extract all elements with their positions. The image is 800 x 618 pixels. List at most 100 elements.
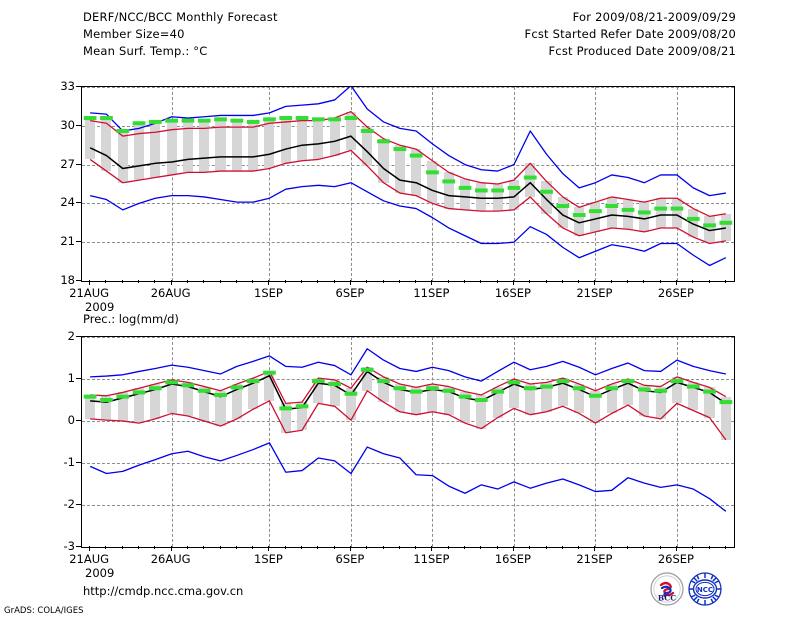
precipitation-spread-bar [199, 386, 210, 421]
website-url[interactable]: http://cmdp.ncc.cma.gov.cn [83, 584, 244, 598]
precipitation-gridline-v [595, 337, 597, 547]
precipitation-observed-marker [295, 404, 309, 409]
precipitation-observed-marker [116, 394, 130, 399]
temperature-spread-bar [182, 120, 193, 173]
temperature-spread-bar [688, 208, 699, 238]
precipitation-gridline-h [82, 379, 734, 380]
precipitation-spread-bar [117, 392, 128, 421]
precipitation-series-min [89, 442, 727, 512]
precipitation-x-tick [594, 546, 596, 551]
temperature-plot-panel [81, 86, 735, 282]
precipitation-x-tick-label: 21AUG [69, 552, 110, 566]
temperature-y-tick-label: 24 [60, 195, 75, 210]
precipitation-observed-marker [637, 387, 651, 392]
precipitation-spread-bar [411, 387, 422, 415]
precipitation-observed-marker [458, 394, 472, 399]
precipitation-y-tick [76, 546, 81, 547]
temperature-gridline-h [82, 203, 734, 205]
precipitation-x-tick [708, 546, 710, 549]
precipitation-x-tick [529, 546, 531, 549]
temperature-observed-marker [491, 188, 505, 193]
forecast-period-label: For 2009/08/21-2009/09/29 [572, 10, 736, 24]
temperature-x-tick [284, 280, 286, 283]
precipitation-x-tick [643, 546, 645, 549]
precipitation-observed-marker [703, 389, 716, 394]
svg-text:BCC: BCC [658, 594, 676, 603]
temperature-observed-marker [116, 128, 130, 133]
precipitation-spread-bar [264, 371, 275, 401]
precipitation-x-tick-label: 26SEP [657, 552, 694, 566]
temperature-gridline-h [82, 164, 734, 166]
temperature-spread-bar [508, 180, 519, 210]
precipitation-spread-bar [492, 386, 503, 418]
precipitation-observed-marker [654, 388, 668, 393]
precipitation-observed-marker [507, 380, 521, 385]
precipitation-gridline-h [82, 463, 734, 464]
precipitation-plot-area [82, 337, 734, 547]
precipitation-gridline-v [432, 337, 434, 547]
precipitation-x-tick [464, 546, 466, 549]
precipitation-y-tick [76, 336, 81, 337]
temperature-x-tick [578, 280, 580, 283]
precipitation-spread-bar [345, 388, 356, 421]
precipitation-observed-marker [214, 392, 227, 397]
precipitation-spread-bar [362, 367, 373, 391]
temperature-x-tick [219, 280, 221, 283]
temperature-spread-bar [215, 119, 226, 172]
temperature-observed-marker [360, 128, 374, 133]
temperature-x-tick [170, 280, 172, 285]
temperature-spread-bar [411, 149, 422, 196]
temperature-x-tick [89, 280, 91, 285]
precipitation-spread-bar [280, 403, 291, 433]
precipitation-spread-bar [231, 384, 242, 419]
precipitation-axis-title: Prec.: log(mm/d) [83, 312, 179, 326]
precipitation-spread-bar [150, 384, 161, 419]
precipitation-x-tick [545, 546, 547, 549]
precipitation-x-tick [496, 546, 498, 549]
precipitation-spread-bar [525, 384, 536, 415]
precipitation-gridline-v [269, 337, 271, 547]
temperature-observed-marker [328, 117, 342, 122]
precipitation-spread-bar [248, 378, 259, 410]
temperature-y-tick [76, 280, 81, 281]
temperature-spread-bar [541, 181, 552, 214]
precipitation-gridline-v [350, 337, 352, 547]
temperature-spread-bar [427, 160, 438, 204]
precipitation-observed-marker [181, 383, 195, 388]
temperature-x-tick [431, 280, 433, 285]
temperature-observed-marker [230, 118, 244, 123]
precipitation-x-tick [138, 546, 140, 549]
temperature-gridline-h [82, 242, 734, 244]
temperature-x-tick [659, 280, 661, 283]
precipitation-spread-bar [720, 396, 731, 440]
temperature-x-tick [627, 280, 629, 283]
precipitation-x-tick-label: 21SEP [576, 552, 613, 566]
temperature-x-tick [610, 280, 612, 283]
temperature-x-tick [235, 280, 237, 283]
temperature-observed-marker [181, 118, 195, 123]
temperature-observed-marker [377, 139, 390, 144]
temperature-spread-bar [264, 119, 275, 169]
precipitation-x-tick [447, 546, 449, 549]
temperature-observed-marker [442, 179, 456, 184]
temperature-spread-bar [362, 127, 373, 166]
precipitation-spread-bar [459, 391, 471, 424]
svg-text:NCC: NCC [697, 586, 713, 594]
temperature-x-tick [464, 280, 466, 283]
temperature-spread-bar [443, 172, 454, 209]
precipitation-gridline-h [82, 505, 734, 506]
temperature-spread-bar [574, 207, 585, 236]
precipitation-observed-marker [589, 393, 602, 398]
temperature-x-tick [398, 280, 400, 283]
temperature-x-tick [382, 280, 384, 283]
temperature-x-tick [480, 280, 482, 283]
precipitation-observed-marker [377, 379, 390, 384]
precipitation-x-tick [284, 546, 286, 549]
temperature-observed-marker [703, 223, 716, 228]
member-size-label: Member Size=40 [83, 27, 185, 41]
temperature-spread-bar [117, 130, 128, 183]
temperature-y-tick [76, 124, 81, 126]
precipitation-y-tick-label: 1 [67, 371, 75, 385]
precipitation-observed-marker [409, 389, 423, 394]
